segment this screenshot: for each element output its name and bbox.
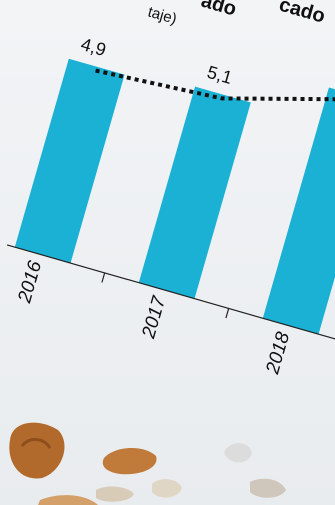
bar-2016: [14, 58, 125, 264]
dotted-trend-line: [95, 68, 335, 102]
x-axis-line: [6, 244, 335, 346]
bar-2018: [262, 87, 335, 335]
bars-group: [14, 58, 335, 335]
decorative-food-image: [9, 422, 286, 505]
bar-2017: [138, 86, 251, 299]
x-tick-mark: [101, 272, 106, 283]
x-tick-mark: [225, 308, 230, 319]
x-tick-marks: [101, 272, 230, 319]
